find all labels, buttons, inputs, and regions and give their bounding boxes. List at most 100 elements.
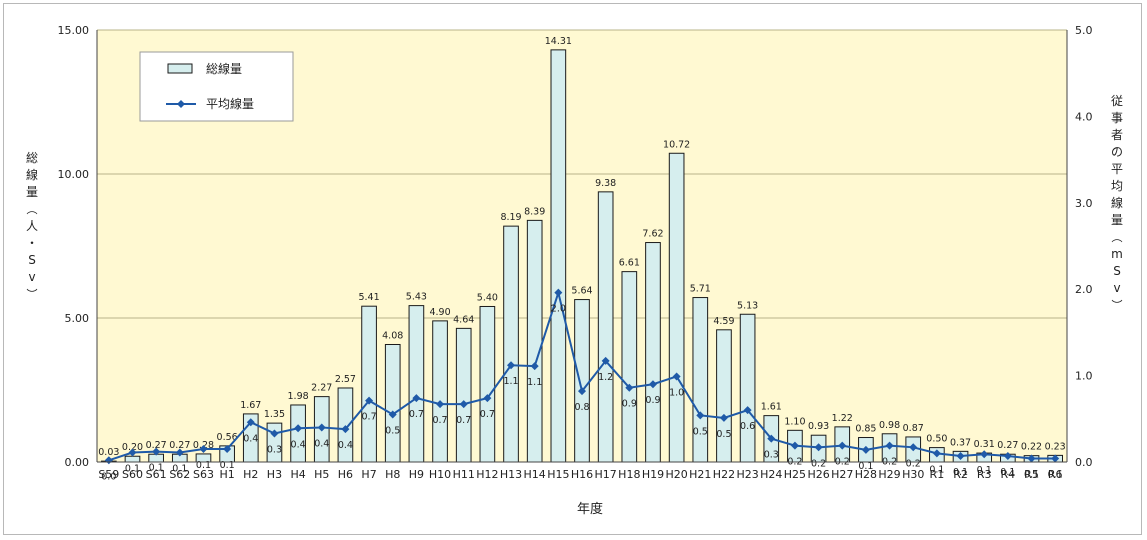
y-right-tick-label: 0.0 — [1075, 456, 1093, 469]
bar — [266, 422, 283, 463]
line-value-label: 0.7 — [409, 409, 424, 420]
bar-value-label: 0.50 — [926, 434, 947, 445]
bar — [645, 242, 661, 463]
x-tick-label: H17 — [595, 468, 617, 481]
line-value-label: 0.7 — [456, 415, 471, 426]
line-value-label: 0.3 — [267, 444, 282, 455]
bar-value-label: 5.64 — [571, 286, 592, 297]
bar-value-label: 0.87 — [903, 423, 924, 434]
y-left-tick-label: 10.00 — [58, 168, 90, 181]
x-tick-label: S60 — [122, 468, 143, 481]
line-point — [483, 394, 492, 403]
legend-bar-label: 総線量 — [206, 61, 242, 76]
line-point — [719, 413, 728, 422]
line-point — [507, 361, 516, 370]
line-point — [956, 451, 965, 460]
line-point — [152, 447, 161, 456]
y-right-tick-label: 1.0 — [1075, 370, 1093, 383]
line-value-label: 0.1 — [220, 460, 235, 471]
bar — [621, 271, 638, 463]
line-point — [365, 396, 374, 405]
x-tick-label: R5 — [1024, 468, 1039, 481]
x-tick-label: H30 — [902, 468, 924, 481]
line-value-label: 0.5 — [716, 429, 731, 440]
line-point — [436, 400, 445, 409]
legend: 総線量 平均線量 — [139, 51, 294, 122]
line-value-label: 0.2 — [811, 458, 826, 469]
line-point — [412, 394, 421, 403]
bar-value-label: 9.38 — [595, 178, 616, 189]
x-tick-label: S59 — [98, 468, 119, 481]
line-value-label: 1.2 — [598, 372, 613, 383]
x-tick-label: H6 — [338, 468, 353, 481]
bar-value-label: 1.61 — [761, 402, 782, 413]
line-point — [1051, 454, 1060, 463]
legend-box — [139, 51, 294, 122]
bar-value-label: 0.37 — [950, 437, 971, 448]
x-tick-label: H9 — [409, 468, 424, 481]
line-point — [838, 441, 847, 450]
bar — [503, 225, 519, 463]
bar-value-label: 5.40 — [477, 292, 498, 303]
bar-value-label: 8.39 — [524, 206, 545, 217]
x-axis-label: 年度 — [577, 501, 603, 517]
bar-value-label: 7.62 — [642, 229, 663, 240]
line-value-label: 0.1 — [149, 463, 164, 474]
line-point — [459, 400, 468, 409]
x-tick-label: H7 — [361, 468, 376, 481]
line-value-label: 0.2 — [906, 458, 921, 469]
line-point — [1027, 454, 1036, 463]
axes — [96, 30, 1068, 463]
bar-value-label: 0.03 — [98, 447, 119, 458]
bar — [408, 305, 425, 463]
bar — [526, 219, 543, 463]
bar-value-label: 2.27 — [311, 383, 332, 394]
x-tick-label: H16 — [571, 468, 593, 481]
bar-value-label: 5.41 — [358, 292, 379, 303]
line-point — [767, 434, 776, 443]
bar-value-label: 4.90 — [429, 307, 450, 318]
line-point — [980, 450, 989, 459]
x-tick-label: H13 — [500, 468, 522, 481]
bar-value-label: 5.13 — [737, 300, 758, 311]
bar-value-label: 5.43 — [406, 292, 427, 303]
x-tick-label: R6 — [1048, 468, 1063, 481]
line-value-label: 0.4 — [338, 440, 353, 451]
line-value-label: 0.1 — [953, 467, 968, 478]
line-point — [199, 445, 208, 454]
line-point — [814, 443, 823, 452]
line-point — [175, 448, 184, 457]
y-right-tick-label: 5.0 — [1075, 24, 1093, 37]
x-tick-label: H24 — [760, 468, 782, 481]
line-point — [246, 418, 255, 427]
bar-value-label: 0.23 — [1045, 441, 1066, 452]
bar-value-label: 1.98 — [288, 391, 309, 402]
line-value-label: 0.1 — [196, 460, 211, 471]
line-value-label: 0.1 — [125, 463, 140, 474]
line-value-label: 0.0 — [101, 471, 116, 482]
x-tick-label: H20 — [665, 468, 687, 481]
x-tick-label: S61 — [146, 468, 167, 481]
x-tick-label: H4 — [290, 468, 305, 481]
line-point — [601, 356, 610, 365]
x-tick-label: H23 — [736, 468, 758, 481]
bar-value-label: 6.61 — [619, 258, 640, 269]
bar-value-label: 10.72 — [663, 139, 690, 150]
line-value-label: 0.3 — [764, 450, 779, 461]
x-tick-label: H26 — [807, 468, 829, 481]
x-tick-label: H22 — [713, 468, 735, 481]
line-value-label: 1.1 — [527, 377, 542, 388]
bar — [361, 305, 377, 463]
line-value-label: 0.7 — [362, 412, 377, 423]
bar-value-label: 0.27 — [997, 440, 1018, 451]
bar-value-label: 4.59 — [713, 316, 734, 327]
x-tick-label: H25 — [784, 468, 806, 481]
line-value-label: 0.4 — [291, 439, 306, 450]
bar-value-label: 8.19 — [500, 212, 521, 223]
line-value-label: 0.4 — [314, 438, 329, 449]
bar — [550, 49, 567, 463]
bar — [479, 305, 496, 463]
x-tick-label: H14 — [524, 468, 546, 481]
